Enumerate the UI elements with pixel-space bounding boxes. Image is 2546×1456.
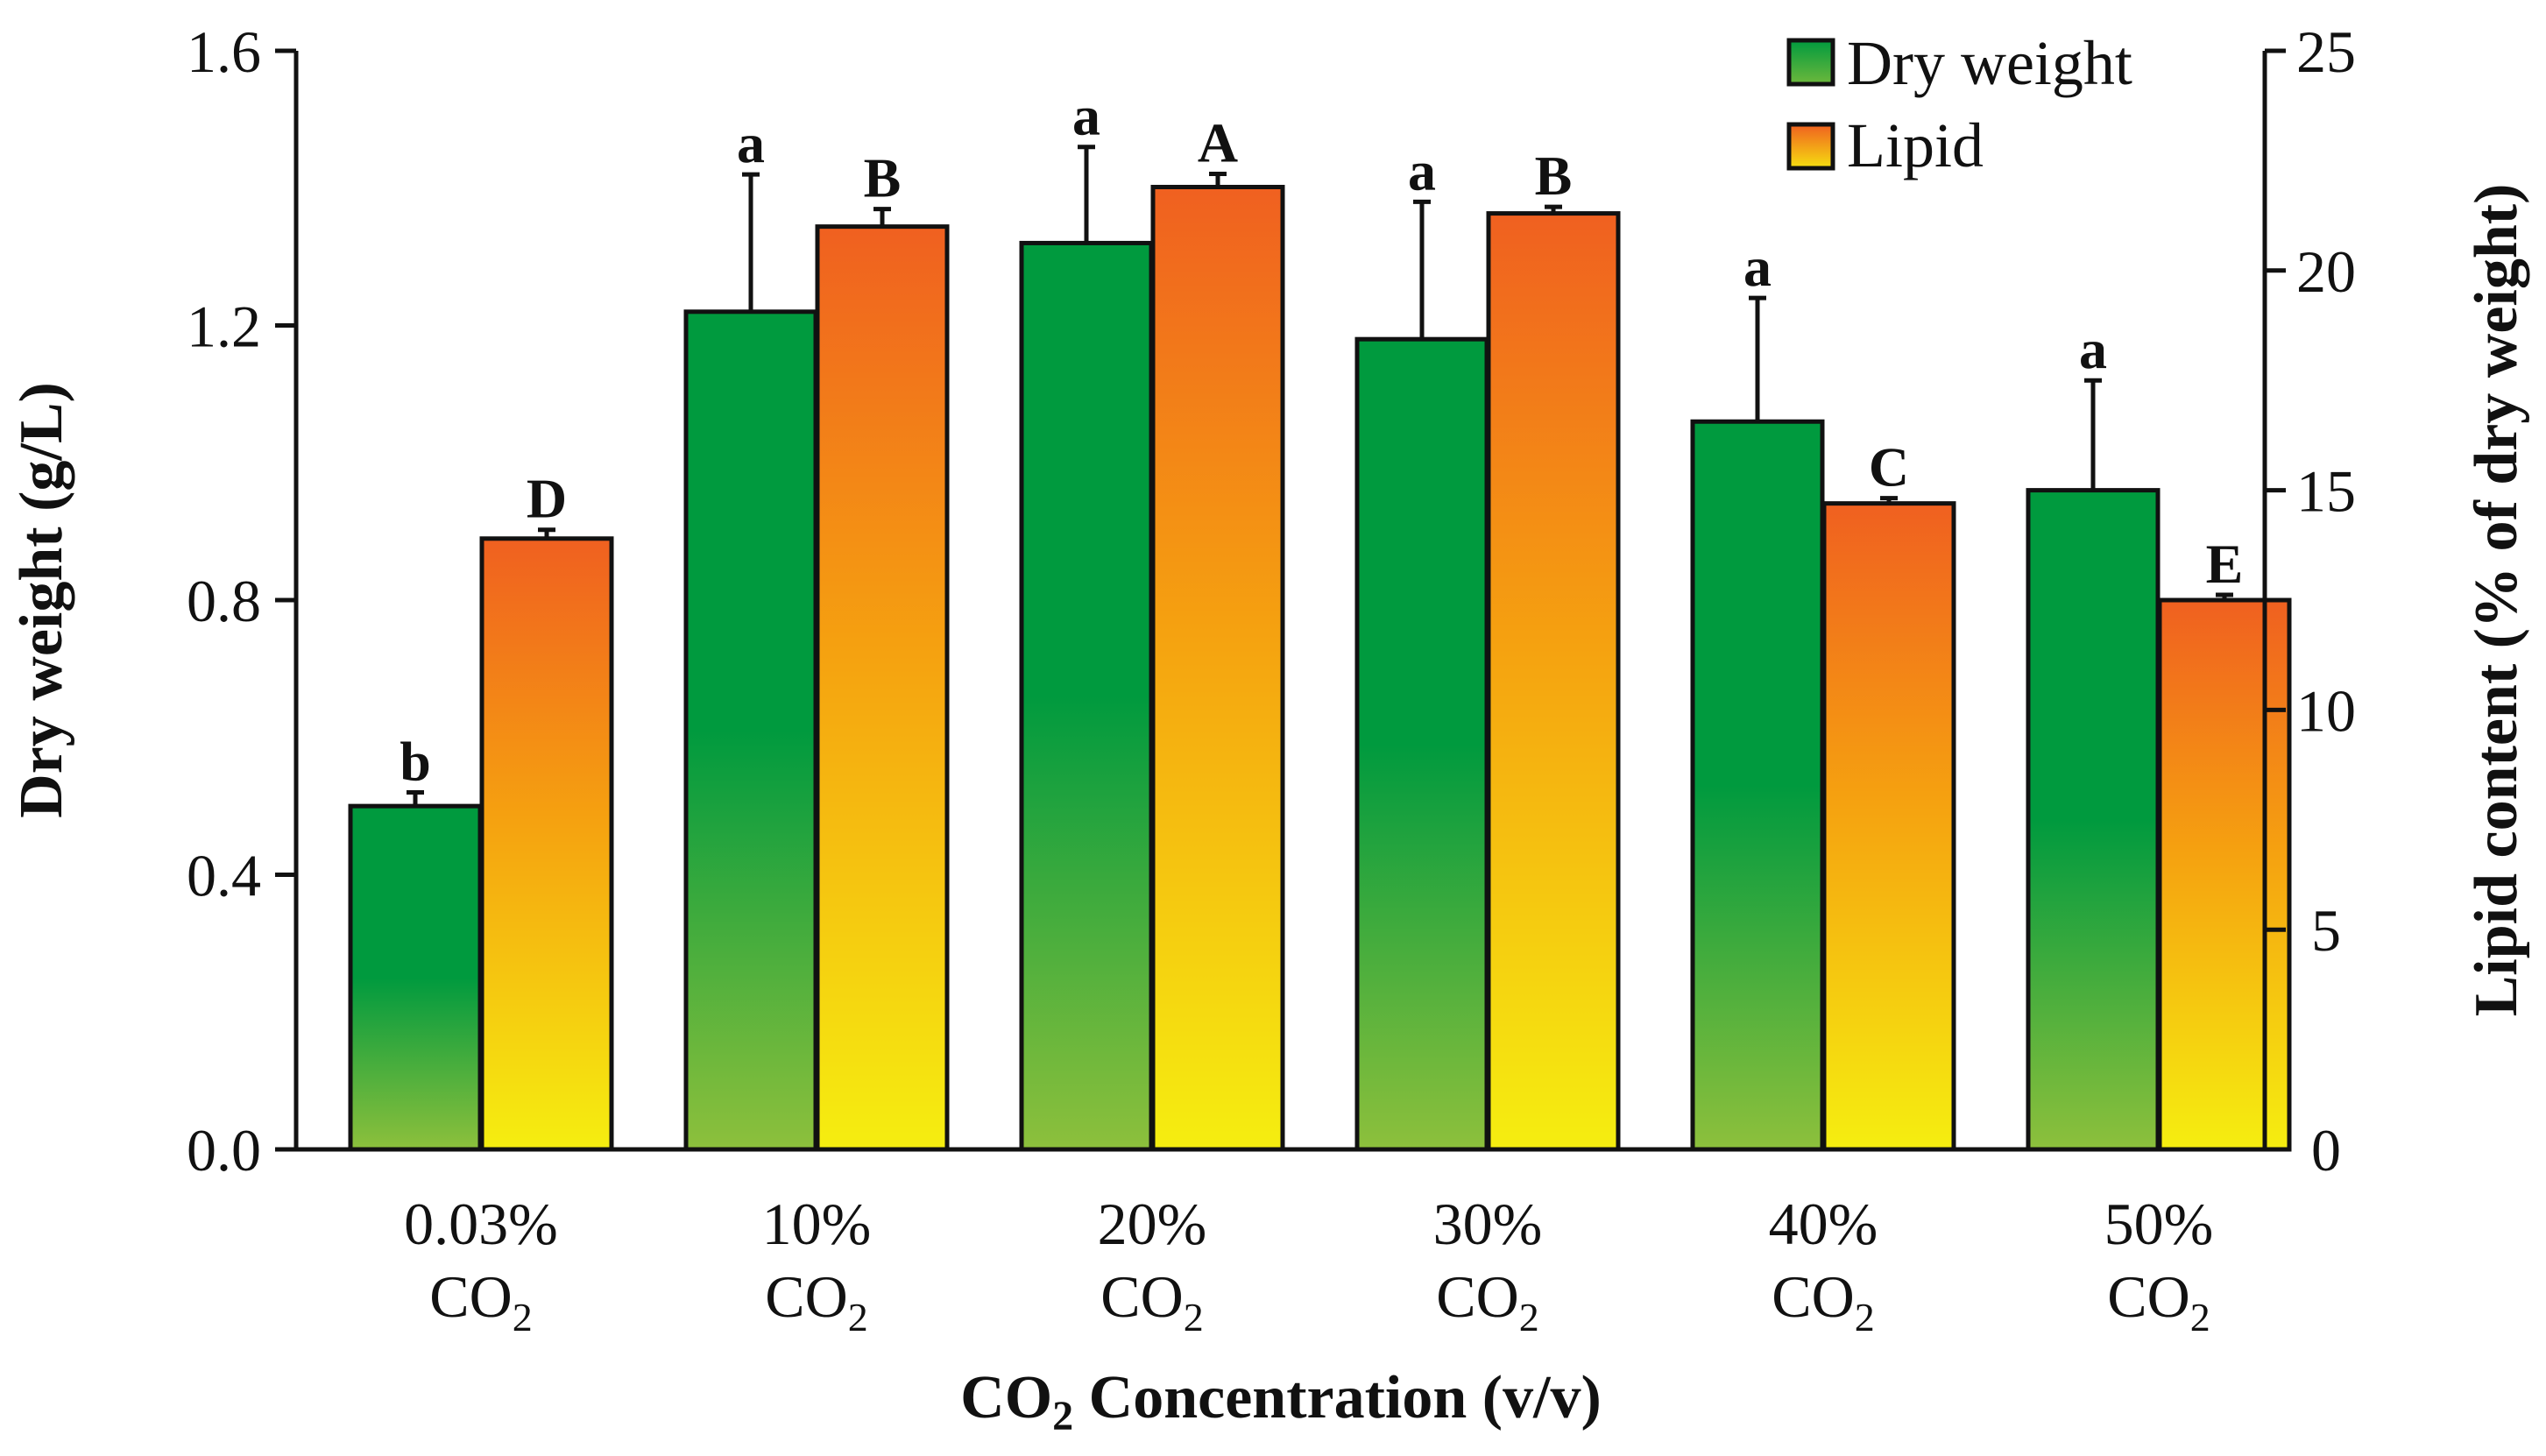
bar-group-0: b D 0.03%CO2 — [348, 468, 614, 1339]
bar-lipid-3 — [1486, 211, 1621, 1152]
sig-label-dry-weight-5: a — [2079, 318, 2107, 380]
sig-label-lipid-3: B — [1535, 145, 1573, 207]
x-tick-subscript-3: 2 — [1519, 1295, 1539, 1339]
x-tick-subscript-4: 2 — [1855, 1295, 1875, 1339]
sig-label-lipid-5: E — [2206, 533, 2244, 595]
sig-label-lipid-4: C — [1869, 436, 1909, 498]
x-tick-co-0: CO — [429, 1263, 512, 1330]
x-tick-subscript-5: 2 — [2190, 1295, 2210, 1339]
x-axis-title-subscript: 2 — [1052, 1393, 1073, 1439]
x-tick-subscript-2: 2 — [1184, 1295, 1204, 1339]
y-left-tick-label-4: 1.6 — [187, 18, 261, 85]
y-right-tick-label-4: 20 — [2296, 238, 2356, 305]
x-tick-subscript-1: 2 — [848, 1295, 868, 1339]
bar-lipid-1 — [815, 224, 950, 1152]
sig-label-lipid-0: D — [527, 468, 567, 530]
bar-lipid-0 — [479, 536, 614, 1152]
x-tick-label-co2-4: CO2 — [1772, 1263, 1874, 1339]
bar-group-1: a B 10%CO2 — [683, 112, 950, 1339]
bar-lipid-2 — [1150, 184, 1285, 1152]
legend-swatch-lipid — [1786, 122, 1835, 171]
y-left-tick-label-2: 0.8 — [187, 568, 261, 634]
y-right-tick-label-5: 25 — [2296, 18, 2356, 85]
sig-label-dry-weight-2: a — [1072, 85, 1100, 147]
sig-label-lipid-1: B — [864, 147, 902, 209]
bar-group-3: a B 30%CO2 — [1354, 139, 1621, 1339]
y-right-tick-label-1: 5 — [2311, 897, 2341, 964]
x-tick-label-co2-3: CO2 — [1436, 1263, 1538, 1339]
bar-dry-weight-2 — [1019, 240, 1154, 1152]
x-axis-title-co: CO — [960, 1364, 1052, 1431]
legend-label-dry-weight: Dry weight — [1847, 28, 2132, 98]
legend-label-lipid: Lipid — [1847, 110, 1984, 180]
x-tick-co-3: CO — [1436, 1263, 1518, 1330]
x-tick-label-co2-2: CO2 — [1100, 1263, 1203, 1339]
x-tick-label-1: 10% — [762, 1191, 872, 1257]
y-right-tick-label-3: 15 — [2296, 458, 2356, 525]
x-tick-co-4: CO — [1772, 1263, 1854, 1330]
x-tick-co-5: CO — [2107, 1263, 2189, 1330]
sig-label-dry-weight-0: b — [400, 730, 431, 792]
bar-dry-weight-0 — [348, 803, 483, 1152]
y-left-tick-label-3: 1.2 — [187, 293, 261, 360]
bar-lipid-4 — [1821, 501, 1956, 1152]
x-tick-label-3: 30% — [1433, 1191, 1543, 1257]
x-tick-label-0: 0.03% — [404, 1191, 558, 1257]
y-right-tick-label-0: 0 — [2311, 1117, 2341, 1184]
sig-label-dry-weight-3: a — [1408, 139, 1436, 201]
bar-group-2: a A 20%CO2 — [1019, 85, 1285, 1339]
sig-label-lipid-2: A — [1198, 111, 1238, 173]
y-right-tick-label-2: 10 — [2296, 677, 2356, 744]
axes-layer: 0.0 0.4 0.8 1.2 1.6 0 5 10 15 20 25 — [187, 18, 2356, 1184]
x-axis-title: CO2 Concentration (v/v) — [960, 1364, 1602, 1439]
sig-label-dry-weight-1: a — [737, 112, 765, 174]
y-left-tick-label-0: 0.0 — [187, 1117, 261, 1184]
y-axis-left-title: Dry weight (g/L) — [8, 382, 75, 818]
bar-dry-weight-3 — [1354, 336, 1489, 1152]
x-tick-label-co2-1: CO2 — [765, 1263, 867, 1339]
x-tick-label-co2-0: CO2 — [429, 1263, 532, 1339]
x-axis-title-rest: Concentration (v/v) — [1073, 1364, 1602, 1431]
x-tick-subscript-0: 2 — [513, 1295, 533, 1339]
x-tick-co-1: CO — [765, 1263, 847, 1330]
bar-dry-weight-4 — [1690, 419, 1825, 1152]
x-tick-label-co2-5: CO2 — [2107, 1263, 2210, 1339]
bar-group-5: a E 50%CO2 — [2026, 318, 2292, 1339]
x-tick-label-5: 50% — [2104, 1191, 2214, 1257]
y-left-tick-label-1: 0.4 — [187, 843, 261, 909]
sig-label-dry-weight-4: a — [1743, 236, 1772, 298]
x-tick-label-4: 40% — [1769, 1191, 1878, 1257]
y-axis-right-title: Lipid content (% of dry weight) — [2463, 184, 2530, 1017]
bar-lipid-5 — [2157, 597, 2292, 1152]
bar-dry-weight-5 — [2026, 488, 2161, 1152]
bar-group-4: a C 40%CO2 — [1690, 236, 1956, 1339]
x-tick-label-2: 20% — [1098, 1191, 1207, 1257]
legend: Dry weight Lipid — [1786, 28, 2132, 180]
legend-swatch-dry-weight — [1786, 38, 1835, 87]
bar-dry-weight-1 — [683, 309, 818, 1152]
x-tick-co-2: CO — [1100, 1263, 1183, 1330]
